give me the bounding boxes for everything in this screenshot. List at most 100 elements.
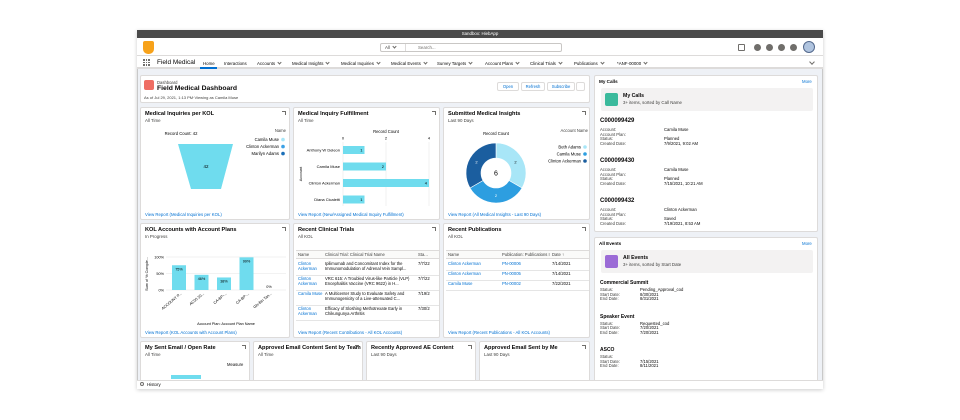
history-link[interactable]: History	[147, 382, 161, 387]
widget-subtitle: All KOL	[298, 234, 313, 239]
category-label: CA-BP-...	[213, 292, 228, 305]
header-icon[interactable]	[738, 44, 745, 51]
field-label: End Date:	[600, 296, 619, 302]
widget-title: Medical Inquiry Fulfillment	[298, 111, 369, 117]
field-label: Status:	[600, 136, 614, 142]
dashboard-button[interactable]: Open	[497, 82, 519, 91]
app-launcher[interactable]	[143, 59, 150, 66]
system-bar-title: Sandbox: HiebApp	[461, 31, 499, 36]
widget-subtitle: In Progress	[145, 234, 168, 239]
widget-title: KOL Accounts with Account Plans	[145, 227, 237, 233]
record-name[interactable]: Commercial Summit	[600, 280, 649, 286]
dashboard-label: Dashboard	[157, 79, 178, 85]
view-report-link[interactable]: View Report (Medical Inquiries per KOL)	[145, 212, 222, 217]
view-report-link[interactable]: View Report (Recent Publications - All K…	[448, 330, 550, 335]
table-row-divider	[446, 290, 589, 291]
record-name[interactable]: C000099429	[600, 118, 635, 124]
expand-icon[interactable]	[282, 111, 286, 115]
y-tick-label: 50%	[156, 272, 164, 276]
expand-icon[interactable]	[432, 111, 436, 115]
nav-tab[interactable]: Medical Inquiries	[341, 61, 380, 66]
list-title[interactable]: All Events	[623, 255, 649, 261]
header-icon[interactable]	[778, 44, 785, 51]
table-cell[interactable]: Clinton Ackerman	[298, 306, 317, 316]
bar	[343, 179, 429, 187]
list-title[interactable]: My Calls	[623, 93, 645, 99]
dashboard-button[interactable]: Subscribe	[547, 82, 575, 91]
record-name[interactable]: C000099432	[600, 198, 635, 204]
list-icon	[605, 255, 618, 268]
nav-tab[interactable]: Medical Events	[391, 61, 427, 66]
field-label: Account:	[600, 207, 617, 212]
expand-icon[interactable]	[582, 345, 586, 349]
nav-tab[interactable]: Clinical Trials	[530, 61, 562, 66]
expand-icon[interactable]	[282, 227, 286, 231]
record-name[interactable]: Speaker Event	[600, 313, 635, 320]
search-placeholder[interactable]: Search...	[418, 45, 436, 50]
field-label: Status:	[600, 354, 614, 359]
panel-heading: All Events	[599, 241, 622, 246]
record-name[interactable]: ASCO	[600, 347, 615, 353]
table-cell[interactable]: Clinton Ackerman	[298, 276, 317, 286]
dashboard-button[interactable]: Refresh	[521, 82, 545, 91]
subscribe-menu-button[interactable]	[576, 82, 585, 91]
more-link[interactable]: More	[802, 241, 812, 246]
legend-label: Marilyn Adams	[252, 151, 279, 156]
legend-label: Camila Muse	[255, 137, 280, 142]
header-icon[interactable]	[766, 44, 773, 51]
view-report-link[interactable]: View Report (Recent Contributions - All …	[298, 330, 403, 335]
table-cell: 7/7/22	[418, 276, 430, 281]
expand-icon[interactable]	[468, 345, 472, 349]
more-link[interactable]: More	[802, 79, 812, 84]
nav-tab[interactable]: Medical Insights	[292, 61, 329, 66]
table-row-divider	[296, 275, 439, 276]
table-header-row	[446, 250, 589, 259]
category-label: Camila Muse	[317, 164, 341, 169]
field-value: Camila Muse	[664, 127, 689, 132]
list-panel: All Events More All Events 3+ items, sorted…	[594, 237, 818, 385]
history-icon[interactable]	[140, 382, 144, 386]
nav-tab[interactable]: Interactions	[224, 60, 247, 66]
list-card: My Calls 3+ items, sorted by Call Name	[601, 88, 813, 111]
nav-tab[interactable]: Account Plans	[485, 61, 519, 66]
axis-label: Record Count: 42	[165, 131, 198, 136]
view-report-link[interactable]: View Report (All Medical Insights - Last…	[448, 212, 542, 217]
user-avatar[interactable]	[803, 41, 815, 53]
category-label: Anthony W Deleon	[307, 148, 340, 153]
expand-icon[interactable]	[432, 227, 436, 231]
expand-icon[interactable]	[582, 227, 586, 231]
dashboard-title: Field Medical Dashboard	[157, 84, 238, 92]
record-name[interactable]: C000099430	[600, 158, 635, 164]
view-report-link[interactable]: View Report (KOL Accounts with Account P…	[145, 330, 237, 335]
nav-tab[interactable]: Survey Targets	[437, 61, 472, 66]
table-cell[interactable]: Camila Muse	[298, 291, 323, 296]
search-scope[interactable]: All	[385, 45, 396, 50]
table-cell[interactable]: Camila Muse	[448, 281, 473, 286]
widget-title: Approved Email Sent by Me	[484, 345, 558, 351]
header-icon[interactable]	[790, 44, 797, 51]
table-cell[interactable]: Clinton Ackerman	[448, 261, 481, 266]
expand-icon[interactable]	[242, 345, 246, 349]
nav-tab[interactable]: Accounts	[257, 61, 281, 66]
search-box[interactable]	[380, 43, 562, 52]
table-cell: Ipilimumab and Concomitant Index for the…	[325, 261, 407, 271]
system-bar	[137, 30, 823, 38]
x-tick-label: 2	[385, 136, 388, 141]
dashboard-widget: Medical Inquiries per KOL All Time View Re…	[140, 107, 290, 220]
view-report-link[interactable]: View Report (New/Assigned Medical Inquir…	[298, 212, 404, 217]
nav-tab[interactable]: Home	[203, 60, 215, 66]
table-cell[interactable]: Clinton Ackerman	[448, 271, 481, 276]
dashboard-widget: Recent Publications All KOL View Report (R…	[443, 223, 590, 338]
app-name: Field Medical	[157, 59, 196, 66]
header-icon[interactable]	[754, 44, 761, 51]
table-row-divider	[296, 305, 439, 306]
expand-icon[interactable]	[582, 111, 586, 115]
expand-icon[interactable]	[355, 345, 359, 349]
measure-label: Measure	[227, 362, 244, 367]
x-tick-label: 0	[342, 136, 345, 141]
donut-segment	[495, 142, 527, 189]
table-cell[interactable]: Clinton Ackerman	[298, 261, 317, 271]
category-label: AC00 20...	[189, 292, 205, 307]
nav-tab[interactable]: *ANF-00000	[617, 61, 647, 66]
nav-tab[interactable]: Publications	[574, 61, 604, 66]
